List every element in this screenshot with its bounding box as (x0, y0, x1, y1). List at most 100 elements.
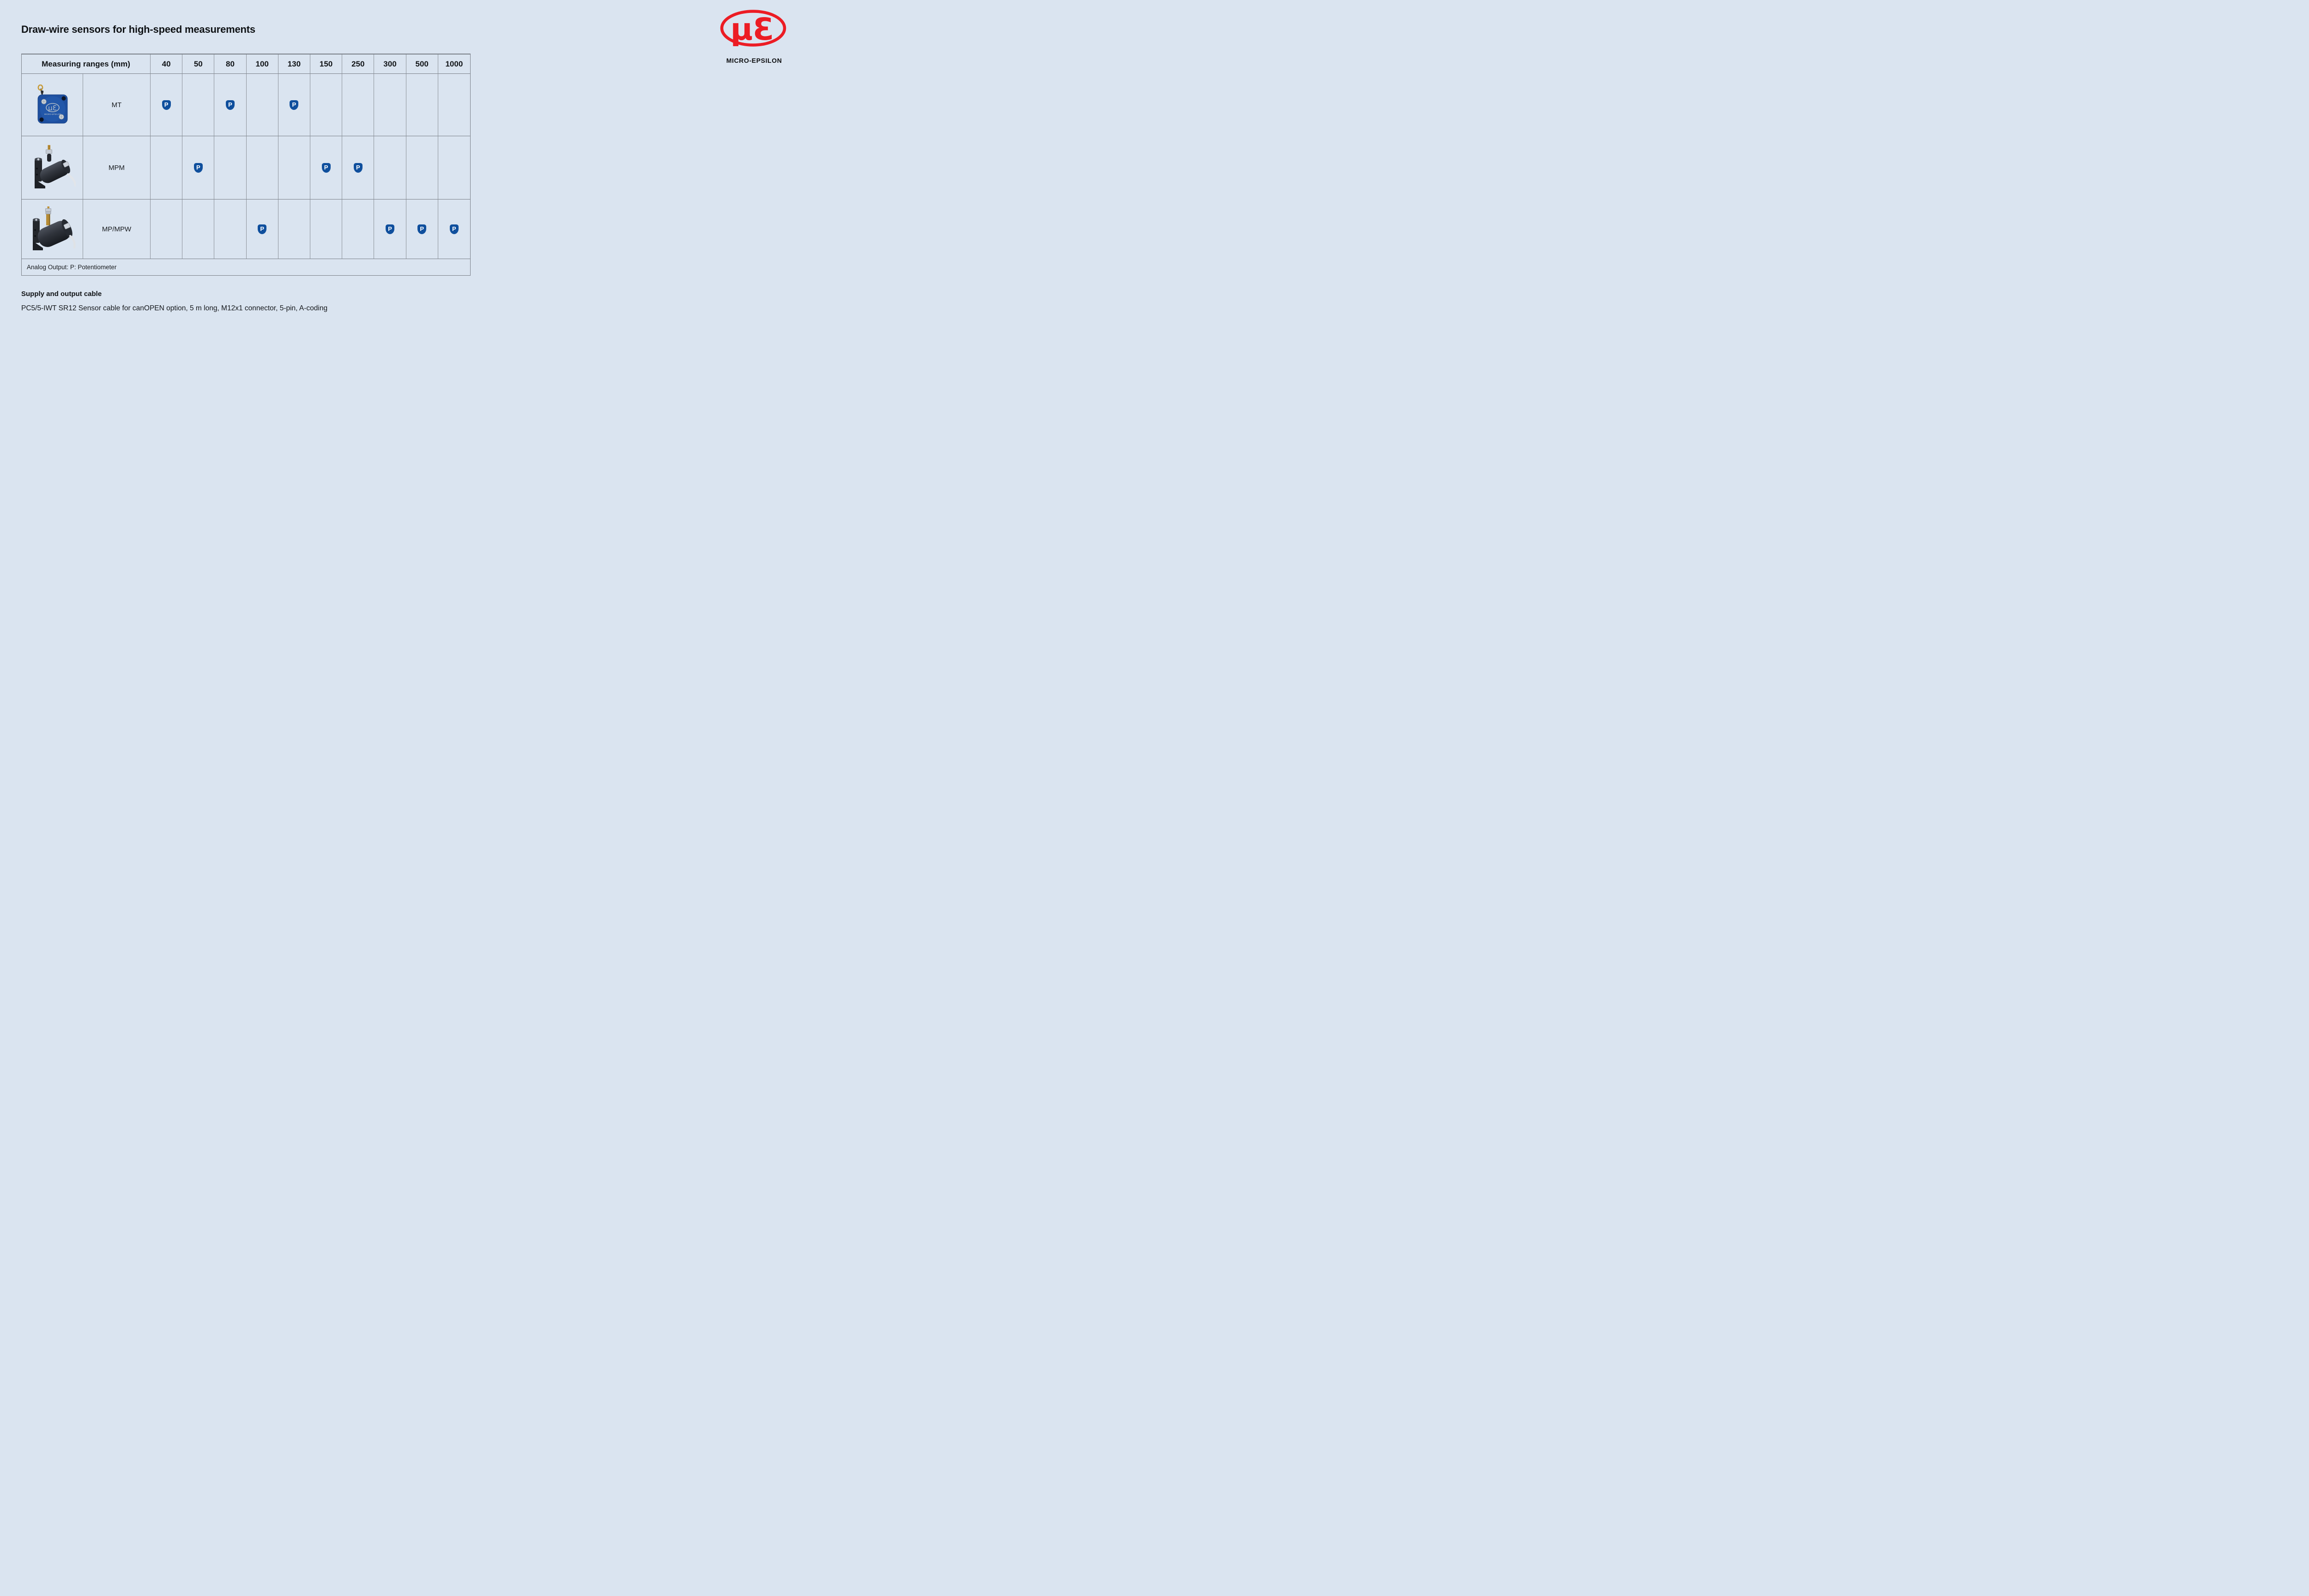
micro-epsilon-logo: µƐ MICRO-EPSILON (719, 9, 789, 64)
stud-threads (48, 146, 50, 149)
cell-mp-500: P (406, 200, 438, 259)
stud-brass (47, 206, 49, 210)
cell-mp-150 (310, 200, 343, 259)
bracket-hole (36, 174, 38, 175)
cell-mt-130: P (278, 74, 310, 136)
wire-crimp (41, 91, 44, 94)
potentiometer-badge: P (258, 224, 267, 234)
cell-mp-250 (342, 200, 375, 259)
cell-mpm-150: P (310, 136, 343, 200)
sensor-photo-mt: µƐ MICRO-EPSILON (22, 74, 83, 136)
cell-mp-130 (278, 200, 310, 259)
logo-brand-text: MICRO-EPSILON (726, 57, 782, 64)
stud-nut (46, 149, 52, 154)
header-range-250: 250 (342, 54, 375, 74)
cell-mp-300: P (374, 200, 406, 259)
mp-mpw-sensor-image (33, 206, 76, 250)
potentiometer-badge: P (417, 224, 427, 234)
header-range-100: 100 (246, 54, 278, 74)
potentiometer-badge: P (385, 224, 394, 234)
bracket-foot (35, 179, 45, 188)
cable-note-body: PC5/5-IWT SR12 Sensor cable for canOPEN … (21, 304, 328, 312)
screw-cross (42, 100, 46, 103)
sensor-body-group (37, 219, 73, 247)
cell-mpm-50: P (182, 136, 215, 200)
cell-mpm-1000 (438, 136, 470, 200)
cell-mt-500 (406, 74, 438, 136)
cell-mt-50 (182, 74, 215, 136)
measuring-range-table: Measuring ranges (mm) 40 50 80 100 130 1… (21, 54, 471, 276)
cable-gland (63, 223, 71, 230)
cell-mp-80 (214, 200, 247, 259)
header-range-1000: 1000 (438, 54, 470, 74)
potentiometer-badge: P (321, 163, 331, 173)
bracket-screw (37, 158, 40, 161)
potentiometer-badge: P (449, 224, 459, 234)
header-range-50: 50 (182, 54, 215, 74)
bracket-hole (36, 168, 38, 169)
header-range-150: 150 (310, 54, 343, 74)
mini-logo-glyphs: µƐ (48, 104, 57, 112)
potentiometer-badge: P (290, 100, 299, 110)
potentiometer-badge: P (353, 163, 363, 173)
mt-sensor-image: µƐ MICRO-EPSILON (37, 85, 68, 124)
mini-logo-ellipse (46, 103, 60, 112)
potentiometer-badge: P (162, 100, 171, 110)
cell-mt-100 (246, 74, 278, 136)
mpm-sensor-image (35, 145, 76, 188)
table-footnote: Analog Output: P: Potentiometer (27, 264, 117, 271)
cell-mpm-130 (278, 136, 310, 200)
cell-mpm-250: P (342, 136, 375, 200)
brass-tube-shade (49, 212, 50, 225)
potentiometer-badge: P (193, 163, 203, 173)
cell-mt-40: P (151, 74, 183, 136)
cell-mp-100: P (246, 200, 278, 259)
header-range-300: 300 (374, 54, 406, 74)
header-range-130: 130 (278, 54, 310, 74)
potentiometer-badge: P (225, 100, 235, 110)
header-range-40: 40 (151, 54, 183, 74)
bracket-hole (34, 229, 36, 231)
stud-rubber (47, 154, 51, 162)
sensor-dome (40, 96, 66, 122)
screw-cross (60, 115, 63, 119)
sensor-body (40, 161, 69, 183)
cell-mp-1000: P (438, 200, 470, 259)
cell-mpm-300 (374, 136, 406, 200)
cell-mpm-40 (151, 136, 183, 200)
sensor-photo-mp-mpw (22, 200, 83, 259)
cable-note-heading: Supply and output cable (21, 290, 102, 298)
model-label-mp-mpw: MP/MPW (83, 200, 151, 259)
sensor-photo-mpm (22, 136, 83, 200)
cell-mt-80: P (214, 74, 247, 136)
micro-epsilon-logo-icon: µƐ (720, 10, 786, 47)
cable (69, 235, 76, 249)
brass-tube (46, 212, 50, 225)
cell-mt-1000 (438, 74, 470, 136)
logo-mu-epsilon-glyphs: µƐ (731, 12, 774, 47)
stud-nut (45, 208, 51, 212)
header-range-80: 80 (214, 54, 247, 74)
mount-hole (61, 96, 66, 101)
cell-mt-150 (310, 74, 343, 136)
cell-mpm-500 (406, 136, 438, 200)
model-label-mt: MT (83, 74, 151, 136)
mount-hole (39, 117, 44, 122)
cable-gland (63, 161, 69, 168)
bracket-foot (33, 241, 43, 250)
cell-mpm-100 (246, 136, 278, 200)
gold-eyelet (37, 85, 43, 91)
header-measuring-ranges: Measuring ranges (mm) (22, 54, 151, 74)
sensor-body-group (40, 159, 70, 183)
stud-nut-2 (45, 211, 51, 214)
cell-mp-50 (182, 200, 215, 259)
bracket-screw (35, 218, 37, 221)
header-range-500: 500 (406, 54, 438, 74)
logo-ellipse (720, 10, 786, 47)
model-label-mpm: MPM (83, 136, 151, 200)
page-title: Draw-wire sensors for high-speed measure… (21, 24, 255, 35)
mini-logo-brand: MICRO-EPSILON (44, 113, 61, 115)
cell-mpm-80 (214, 136, 247, 200)
cable (67, 173, 76, 187)
cell-mt-300 (374, 74, 406, 136)
